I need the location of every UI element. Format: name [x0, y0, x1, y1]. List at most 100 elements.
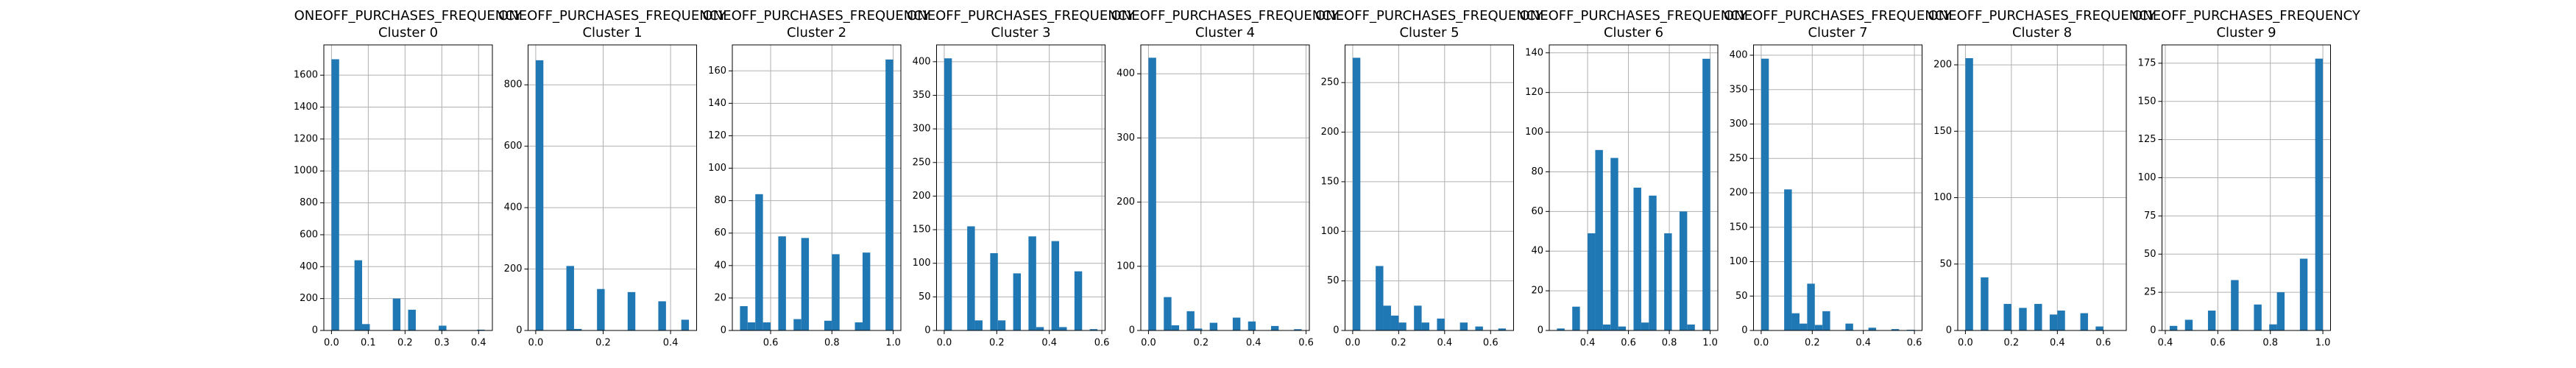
bar: [778, 236, 786, 330]
bar: [1641, 322, 1649, 330]
y-tick-label: 200: [1321, 127, 1340, 138]
bar: [1981, 277, 1989, 330]
x-tick-label: 0.2: [989, 338, 1005, 349]
x-tick-label: 0.0: [1345, 338, 1361, 349]
bar: [2095, 326, 2103, 330]
chart-subtitle: Cluster 4: [1195, 25, 1255, 40]
bar: [2034, 303, 2042, 330]
x-tick-label: 0.2: [595, 338, 611, 349]
chart-subtitle: Cluster 7: [1808, 25, 1867, 40]
y-tick-label: 140: [1525, 47, 1543, 58]
y-tick-label: 400: [1730, 50, 1748, 61]
bar: [1036, 327, 1044, 330]
bar: [627, 291, 636, 330]
y-tick-label: 125: [2138, 134, 2156, 145]
bar: [885, 59, 894, 330]
y-tick-label: 0: [1741, 325, 1747, 336]
y-tick-label: 200: [1730, 188, 1748, 199]
axes-frame: [1753, 44, 1922, 331]
bar: [801, 238, 810, 330]
x-tick-label: 0.4: [1855, 338, 1871, 349]
bar: [1194, 328, 1203, 330]
y-tick-label: 80: [714, 195, 726, 206]
x-tick-label: 0.4: [1041, 338, 1057, 349]
y-tick-label: 50: [2144, 249, 2156, 260]
bar: [1013, 273, 1022, 330]
axes-frame: [1957, 44, 2127, 331]
y-tick-label: 250: [913, 157, 931, 168]
bar: [1618, 326, 1627, 330]
y-tick-label: 100: [2138, 172, 2156, 183]
y-tick-label: 150: [913, 224, 931, 236]
y-tick-label: 200: [1117, 197, 1135, 208]
y-tick-label: 400: [913, 56, 931, 67]
axes-frame: [1140, 44, 1310, 331]
y-tick-label: 0: [1946, 325, 1952, 336]
y-tick-label: 40: [714, 260, 726, 271]
x-tick-label: 0.4: [1437, 338, 1452, 349]
bar: [1051, 241, 1060, 330]
bar: [997, 320, 1006, 330]
y-tick-label: 40: [1531, 246, 1543, 257]
y-tick-label: 0: [924, 325, 930, 336]
axes-frame: [1549, 44, 1719, 331]
bar: [747, 322, 756, 330]
x-tick-label: 0.0: [324, 338, 339, 349]
chart-title: ONEOFF_PURCHASES_FREQUENCY: [1111, 8, 1340, 24]
bar: [1270, 325, 1279, 330]
bar: [1148, 57, 1156, 330]
axes-frame: [323, 44, 493, 331]
chart-title: ONEOFF_PURCHASES_FREQUENCY: [2132, 8, 2361, 24]
chart-subtitle: Cluster 5: [1399, 25, 1459, 40]
bar: [1687, 324, 1695, 330]
x-tick-label: 0.6: [2095, 338, 2111, 349]
bar: [1965, 58, 1973, 330]
bar: [566, 266, 574, 330]
bar: [1074, 271, 1083, 330]
bar: [1164, 297, 1172, 330]
bar: [1421, 322, 1429, 330]
y-tick-label: 140: [708, 98, 726, 109]
bar: [1390, 315, 1399, 330]
bar: [824, 320, 832, 330]
chart-subtitle: Cluster 1: [582, 25, 642, 40]
y-tick-label: 300: [1117, 132, 1135, 144]
x-tick-label: 1.0: [1702, 338, 1718, 349]
chart-title: ONEOFF_PURCHASES_FREQUENCY: [294, 8, 523, 24]
y-tick-label: 80: [1531, 166, 1543, 177]
y-tick-label: 250: [1321, 77, 1340, 88]
y-tick-label: 0: [1333, 325, 1339, 336]
bar: [755, 194, 763, 330]
y-tick-label: 350: [913, 90, 931, 101]
bar: [762, 322, 771, 330]
chart-title: ONEOFF_PURCHASES_FREQUENCY: [907, 8, 1136, 24]
bar: [1209, 322, 1218, 330]
y-tick-label: 300: [1730, 118, 1748, 130]
y-tick-label: 1000: [294, 166, 318, 177]
chart-subtitle: Cluster 3: [991, 25, 1050, 40]
chart-title: ONEOFF_PURCHASES_FREQUENCY: [703, 8, 932, 24]
chart-title: ONEOFF_PURCHASES_FREQUENCY: [1724, 8, 1953, 24]
bar: [1602, 324, 1611, 330]
x-tick-label: 0.0: [937, 338, 952, 349]
x-tick-label: 0.6: [2210, 338, 2226, 349]
bar: [2057, 310, 2065, 330]
y-tick-label: 150: [1730, 222, 1748, 233]
bar: [1761, 58, 1769, 330]
bar: [1414, 305, 1422, 330]
bar: [2080, 313, 2088, 330]
y-tick-label: 100: [1730, 256, 1748, 267]
bar: [2231, 280, 2239, 330]
bar: [1679, 211, 1688, 330]
x-tick-label: 0.6: [1094, 338, 1110, 349]
bar: [2254, 304, 2262, 330]
x-tick-label: 0.2: [397, 338, 413, 349]
bar: [1702, 58, 1710, 330]
x-tick-label: 0.1: [361, 338, 376, 349]
x-tick-label: 0.0: [1958, 338, 1973, 349]
